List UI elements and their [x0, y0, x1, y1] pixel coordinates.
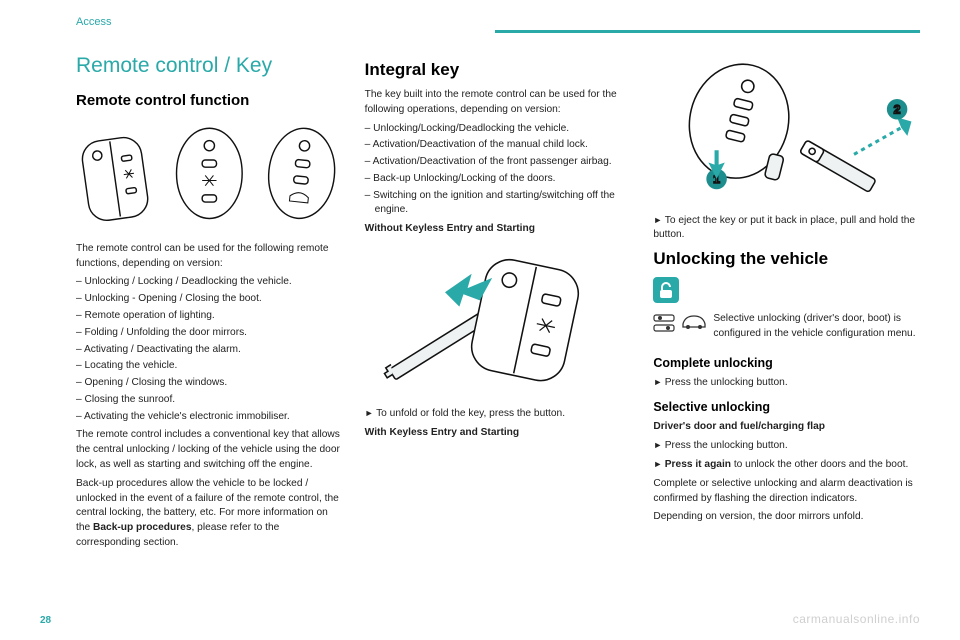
list-item: Unlocking - Opening / Closing the boot. [76, 292, 343, 307]
col-1: Remote control / Key Remote control func… [76, 54, 343, 555]
text-bold: Press it again [665, 459, 731, 470]
figure-eject-key: 1 2 [653, 60, 920, 204]
config-text: Selective unlocking (driver's door, boot… [713, 312, 920, 342]
watermark: carmanualsonline.info [793, 612, 920, 626]
list-item: Back-up Unlocking/Locking of the doors. [365, 172, 632, 187]
list-item: Locating the vehicle. [76, 359, 343, 374]
figure-three-keys [76, 119, 343, 232]
page: Access Remote control / Key Remote contr… [0, 0, 960, 640]
list-item: Opening / Closing the windows. [76, 376, 343, 391]
icon-row-2: Selective unlocking (driver's door, boot… [653, 312, 920, 346]
step: Press the unlocking button. [653, 439, 920, 454]
sub-subhead: Driver's door and fuel/charging flap [653, 420, 920, 435]
col3-para: Depending on version, the door mirrors u… [653, 510, 920, 525]
list-item: Activation/Deactivation of the front pas… [365, 155, 632, 170]
col1-intro: The remote control can be used for the f… [76, 242, 343, 272]
col3-para: Complete or selective unlocking and alar… [653, 477, 920, 507]
section-unlocking: Unlocking the vehicle [653, 249, 920, 269]
sub-selective: Selective unlocking [653, 400, 920, 414]
list-item: Unlocking/Locking/Deadlocking the vehicl… [365, 122, 632, 137]
icon-row [653, 277, 920, 308]
step: To unfold or fold the key, press the but… [365, 407, 632, 422]
col2-intro: The key built into the remote control ca… [365, 88, 632, 118]
header-rule [495, 30, 920, 33]
list-item: Activating / Deactivating the alarm. [76, 343, 343, 358]
step: Press it again to unlock the other doors… [653, 458, 920, 473]
step: To eject the key or put it back in place… [653, 214, 920, 244]
section-integral-key: Integral key [365, 60, 632, 80]
col2-list: Unlocking/Locking/Deadlocking the vehicl… [365, 122, 632, 219]
settings-icon [653, 312, 675, 339]
text: to unlock the other doors and the boot. [731, 459, 908, 470]
col1-para: Back-up procedures allow the vehicle to … [76, 477, 343, 551]
sub-complete: Complete unlocking [653, 356, 920, 370]
page-number: 28 [40, 615, 51, 626]
step: Press the unlocking button. [653, 376, 920, 391]
caption: Without Keyless Entry and Starting [365, 222, 632, 237]
list-item: Switching on the ignition and starting/s… [365, 189, 632, 219]
figure-flip-key [365, 243, 632, 397]
svg-text:2: 2 [894, 102, 901, 116]
list-item: Closing the sunroof. [76, 393, 343, 408]
col1-list: Unlocking / Locking / Deadlocking the ve… [76, 275, 343, 424]
col-3: 1 2 To eject the key or put it back in p… [653, 54, 920, 555]
list-item: Activating the vehicle's electronic immo… [76, 410, 343, 425]
list-item: Unlocking / Locking / Deadlocking the ve… [76, 275, 343, 290]
section-remote-function: Remote control function [76, 92, 343, 109]
col-2: Integral key The key built into the remo… [365, 54, 632, 555]
caption: With Keyless Entry and Starting [365, 426, 632, 441]
unlock-icon [653, 277, 679, 308]
section-header: Access [76, 16, 920, 28]
text-bold: Back-up procedures [93, 522, 192, 533]
list-item: Remote operation of lighting. [76, 309, 343, 324]
list-item: Folding / Unfolding the door mirrors. [76, 326, 343, 341]
columns: Remote control / Key Remote control func… [76, 54, 920, 555]
car-icon [681, 312, 707, 335]
col1-para: The remote control includes a convention… [76, 428, 343, 472]
page-title: Remote control / Key [76, 54, 343, 78]
list-item: Activation/Deactivation of the manual ch… [365, 138, 632, 153]
